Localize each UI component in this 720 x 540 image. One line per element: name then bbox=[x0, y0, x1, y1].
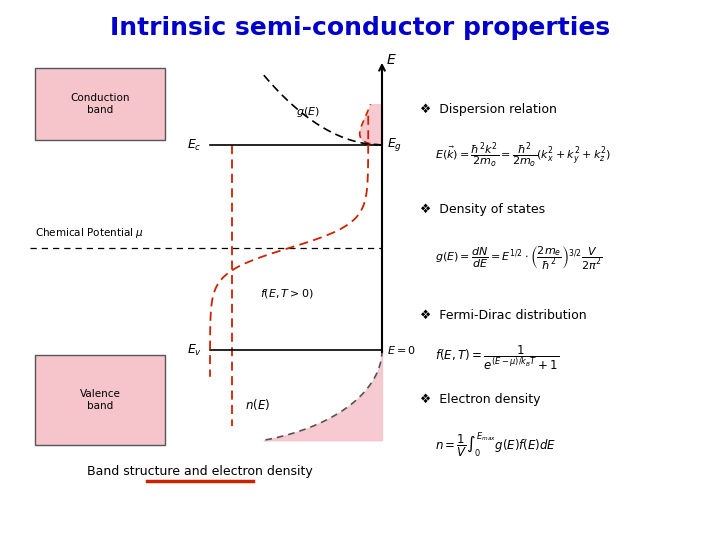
Bar bbox=[35, 355, 165, 445]
Text: $f(E,T>0)$: $f(E,T>0)$ bbox=[260, 287, 314, 300]
Text: $f(E,T) = \dfrac{1}{e^{(E-\mu)/k_BT}+1}$: $f(E,T) = \dfrac{1}{e^{(E-\mu)/k_BT}+1}$ bbox=[435, 343, 559, 372]
Text: Valence
band: Valence band bbox=[80, 389, 120, 411]
Text: $E_g$: $E_g$ bbox=[387, 137, 402, 153]
Text: Chemical Potential $\mu$: Chemical Potential $\mu$ bbox=[35, 226, 144, 240]
Text: $E(\vec{k}) = \dfrac{\hbar^2 k^2}{2m_o} = \dfrac{\hbar^2}{2m_o}(k_x^2 + k_y^2 + : $E(\vec{k}) = \dfrac{\hbar^2 k^2}{2m_o} … bbox=[435, 140, 611, 170]
Text: ❖  Electron density: ❖ Electron density bbox=[420, 394, 541, 407]
Text: Conduction
band: Conduction band bbox=[71, 93, 130, 115]
Text: ❖  Density of states: ❖ Density of states bbox=[420, 204, 545, 217]
Text: $g(E) = \dfrac{dN}{dE} = E^{1/2} \cdot \left(\dfrac{2m_e}{\hbar^2}\right)^{3/2} : $g(E) = \dfrac{dN}{dE} = E^{1/2} \cdot \… bbox=[435, 245, 603, 272]
Text: ❖  Dispersion relation: ❖ Dispersion relation bbox=[420, 104, 557, 117]
Text: $n = \dfrac{1}{V}\int_0^{E_{max}} g(E)f(E)dE$: $n = \dfrac{1}{V}\int_0^{E_{max}} g(E)f(… bbox=[435, 430, 557, 460]
Bar bbox=[35, 68, 165, 140]
Text: $E_v$: $E_v$ bbox=[186, 342, 202, 357]
Text: $E = 0$: $E = 0$ bbox=[387, 344, 416, 356]
Text: $E$: $E$ bbox=[386, 53, 397, 67]
Text: $n(E)$: $n(E)$ bbox=[245, 397, 270, 413]
Text: $E_c$: $E_c$ bbox=[187, 138, 202, 152]
Text: Band structure and electron density: Band structure and electron density bbox=[87, 465, 313, 478]
Text: $g(E)$: $g(E)$ bbox=[296, 105, 320, 119]
Text: Intrinsic semi-conductor properties: Intrinsic semi-conductor properties bbox=[110, 16, 610, 40]
Text: ❖  Fermi-Dirac distribution: ❖ Fermi-Dirac distribution bbox=[420, 308, 587, 321]
